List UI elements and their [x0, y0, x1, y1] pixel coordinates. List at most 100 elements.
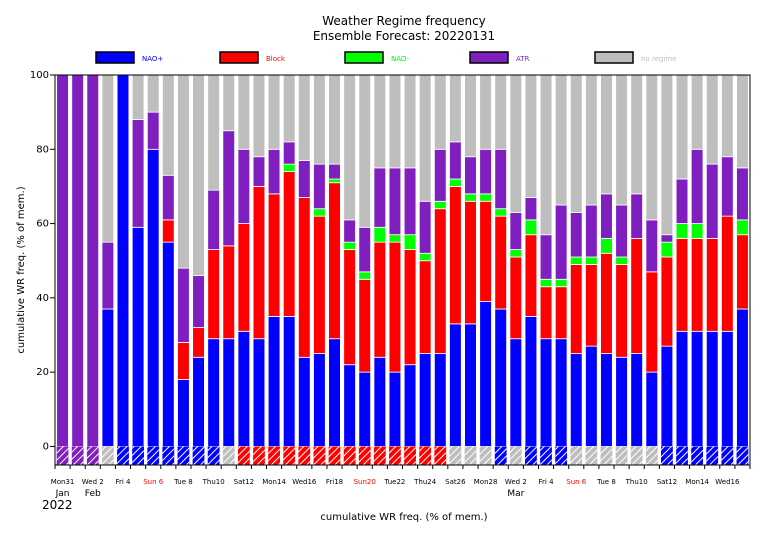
bar-segment — [524, 234, 538, 317]
strip-hatch — [373, 446, 386, 465]
bar-segment — [282, 141, 296, 165]
bar-segment — [660, 74, 674, 236]
chart-subtitle: Ensemble Forecast: 20220131 — [313, 29, 495, 43]
bar-segment — [328, 182, 341, 340]
bar-segment — [630, 74, 643, 195]
bar-segment — [449, 74, 462, 143]
x-tick-label: Tue22 — [384, 478, 406, 486]
y-tick-label: 100 — [30, 70, 49, 81]
bar-segment — [449, 186, 462, 325]
bar-segment — [449, 178, 462, 187]
bar-segment — [222, 130, 236, 247]
bar-segment — [267, 148, 281, 195]
bar-segment — [690, 223, 704, 239]
bar-segment — [282, 316, 296, 447]
bar-segment — [101, 74, 115, 243]
legend-swatch — [219, 51, 259, 64]
bar-segment — [252, 156, 266, 187]
strip-hatch — [162, 446, 175, 465]
bar-segment — [433, 208, 447, 354]
bar-segment — [600, 353, 613, 447]
bar-segment — [645, 219, 659, 273]
bar-segment — [403, 364, 417, 447]
bar-segment — [479, 193, 492, 202]
bar-segment — [313, 353, 326, 447]
bar-segment — [418, 74, 432, 202]
bar-segment — [464, 156, 477, 195]
x-tick-label: Thu10 — [625, 478, 648, 486]
bar-segment — [494, 215, 507, 310]
bar-segment — [373, 356, 387, 447]
bar-segment — [373, 74, 387, 169]
bar-segment — [569, 74, 583, 213]
bar-segment — [177, 74, 190, 269]
bar-segment — [721, 330, 734, 447]
strip-hatch — [509, 446, 522, 465]
bar-segment — [388, 234, 402, 243]
bar-segment — [539, 278, 553, 288]
bar-segment — [298, 356, 311, 447]
bar-segment — [222, 338, 236, 447]
bar-segment — [313, 74, 326, 165]
bar-segment — [660, 345, 674, 447]
bar-segment — [464, 74, 477, 158]
bar-segment — [418, 260, 432, 354]
bar-segment — [615, 256, 628, 265]
x-tick-label: Mon31 — [51, 478, 75, 486]
bar-segment — [509, 249, 523, 258]
bar-segment — [192, 327, 205, 358]
bar-segment — [298, 160, 311, 198]
bar-segment — [736, 167, 749, 221]
bar-segment — [222, 245, 236, 340]
bar-segment — [721, 74, 734, 158]
bar-segment — [116, 74, 130, 447]
strip-hatch — [585, 446, 598, 465]
x-tick-label: Sat12 — [234, 478, 254, 486]
bar-segment — [524, 197, 538, 221]
bar-segment — [690, 74, 704, 150]
bar-segment — [388, 371, 402, 447]
bar-segment — [479, 74, 492, 150]
x-tick-label: Fri 4 — [115, 478, 131, 486]
strip-hatch — [615, 446, 628, 465]
y-tick-label: 80 — [36, 144, 49, 155]
bar-segment — [177, 379, 190, 447]
bar-segment — [101, 241, 115, 310]
legend-swatch — [469, 51, 509, 64]
bar-segment — [660, 256, 674, 347]
bar-segment — [358, 371, 372, 447]
bar-segment — [433, 200, 447, 210]
bar-segment — [585, 264, 598, 347]
strip-hatch — [721, 446, 734, 465]
bar-segment — [479, 200, 492, 302]
bar-segment — [554, 278, 568, 288]
x-tick-label: Sat12 — [657, 478, 677, 486]
strip-hatch — [222, 446, 235, 465]
bar-segment — [343, 219, 356, 243]
bar-segment — [539, 338, 553, 447]
strip-hatch — [328, 446, 341, 465]
bar-segment — [615, 264, 628, 358]
bar-segment — [554, 338, 568, 447]
legend-swatch — [594, 51, 634, 64]
legend-label: ATR — [516, 55, 530, 63]
bar-segment — [494, 148, 507, 210]
bar-segment — [449, 323, 462, 447]
bar-segment — [630, 193, 643, 239]
strip-hatch — [268, 446, 280, 465]
bar-segment — [600, 252, 613, 354]
bar-segment — [328, 74, 341, 165]
bar-segment — [358, 226, 372, 273]
bar-segment — [131, 74, 145, 120]
legend-label: NAO+ — [142, 55, 163, 63]
legend-label: Block — [266, 55, 286, 63]
bar-segment — [388, 74, 402, 169]
x-tick-label: Mon28 — [474, 478, 498, 486]
strip-hatch — [404, 446, 416, 465]
bar-segment — [403, 249, 417, 366]
y-tick-label: 60 — [36, 219, 49, 230]
x-tick-label: Mon14 — [262, 478, 286, 486]
chart-legend: NAO+ Block NAO- ATR no regime — [95, 51, 677, 64]
x-tick-label: Wed16 — [292, 478, 317, 486]
bar-segment — [585, 74, 598, 206]
